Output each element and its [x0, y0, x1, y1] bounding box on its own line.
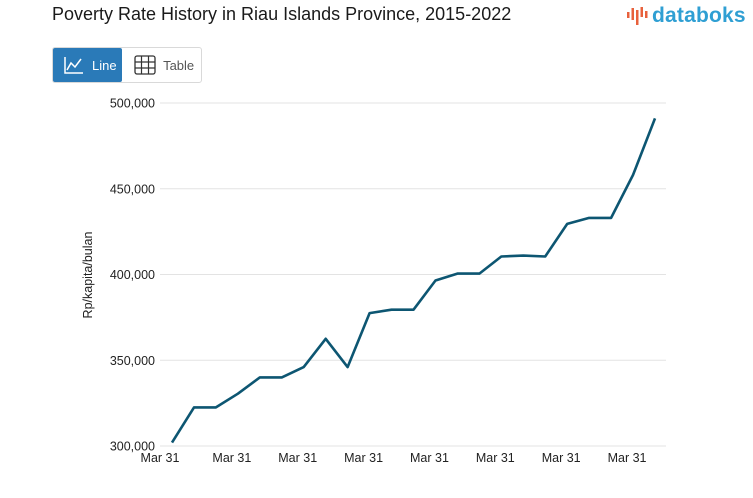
- data-point[interactable]: [411, 307, 417, 313]
- y-axis-label: Rp/kapita/bulan: [81, 232, 95, 319]
- data-point[interactable]: [630, 172, 636, 178]
- line-chart-icon: [64, 57, 83, 74]
- data-point[interactable]: [608, 215, 614, 221]
- data-point[interactable]: [564, 221, 570, 227]
- table-view-label: Table: [163, 57, 195, 73]
- x-tick-label: Mar 31: [542, 451, 581, 465]
- x-tick-label: Mar 31: [344, 451, 383, 465]
- data-point[interactable]: [345, 364, 351, 370]
- chart-title: Poverty Rate History in Riau Islands Pro…: [52, 4, 512, 24]
- line-view-label: Line: [92, 57, 117, 73]
- data-point[interactable]: [652, 115, 658, 121]
- data-point[interactable]: [520, 253, 526, 259]
- databoks-logo: databoks: [626, 4, 746, 28]
- line-view-button[interactable]: Line: [53, 48, 123, 82]
- series-line: [170, 117, 657, 444]
- y-tick-label: 500,000: [110, 97, 155, 111]
- logo-bars-icon: [627, 7, 648, 25]
- data-point[interactable]: [191, 404, 197, 410]
- x-tick-label: Mar 31: [608, 451, 647, 465]
- x-tick-label: Mar 31: [278, 451, 317, 465]
- data-point[interactable]: [476, 271, 482, 277]
- data-point[interactable]: [454, 271, 460, 277]
- data-point[interactable]: [542, 253, 548, 259]
- data-point[interactable]: [169, 440, 175, 446]
- data-point[interactable]: [323, 336, 329, 342]
- data-point[interactable]: [257, 374, 263, 380]
- table-view-button[interactable]: Table: [122, 48, 201, 82]
- data-point[interactable]: [213, 404, 219, 410]
- series-group: [169, 115, 658, 446]
- data-point[interactable]: [235, 391, 241, 397]
- logo-text: databoks: [652, 4, 746, 27]
- x-axis-ticks: Mar 31 Mar 31 Mar 31 Mar 31 Mar 31 Mar 31 Mar …: [141, 451, 647, 465]
- data-point[interactable]: [498, 253, 504, 259]
- x-tick-label: Mar 31: [410, 451, 449, 465]
- y-axis-ticks: 300,000 350,000 400,000 450,000 500,000: [110, 97, 155, 454]
- y-tick-label: 300,000: [110, 440, 155, 454]
- data-point[interactable]: [301, 364, 307, 370]
- y-tick-label: 450,000: [110, 182, 155, 196]
- y-tick-label: 350,000: [110, 354, 155, 368]
- table-grid-icon: [134, 55, 156, 75]
- gridlines: [160, 102, 666, 447]
- data-point[interactable]: [279, 374, 285, 380]
- data-point[interactable]: [432, 278, 438, 284]
- y-tick-label: 400,000: [110, 268, 155, 282]
- x-tick-label: Mar 31: [476, 451, 515, 465]
- data-point[interactable]: [586, 215, 592, 221]
- view-toggle: Line Table: [52, 47, 202, 83]
- data-point[interactable]: [389, 307, 395, 313]
- x-tick-label: Mar 31: [141, 451, 180, 465]
- data-point[interactable]: [367, 310, 373, 316]
- x-tick-label: Mar 31: [212, 451, 251, 465]
